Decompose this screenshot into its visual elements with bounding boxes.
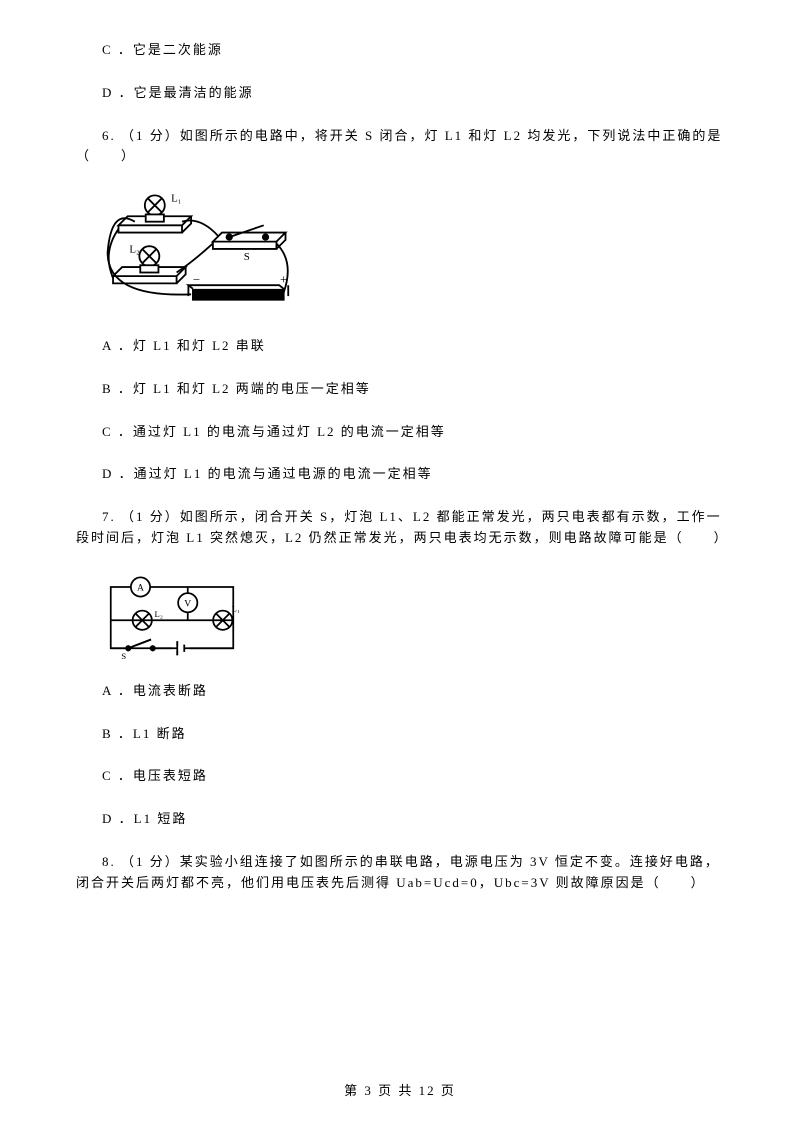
- label-l2: L₂: [129, 244, 140, 256]
- label-s-d2: S: [121, 651, 126, 659]
- svg-text:−: −: [193, 273, 200, 287]
- circuit-diagram-2: A V L₂ L₁ S: [102, 571, 242, 659]
- q5-option-d: D ．它是最清洁的能源: [76, 83, 724, 104]
- label-l1: L₁: [171, 193, 182, 205]
- q6-option-b: B ．灯 L1 和灯 L2 两端的电压一定相等: [76, 379, 724, 400]
- circuit-diagram-1: L₁ L₂ S − +: [102, 189, 302, 314]
- q6-option-a: A ．灯 L1 和灯 L2 串联: [76, 336, 724, 357]
- q7-option-d: D ．L1 短路: [76, 809, 724, 830]
- page-container: C ．它是二次能源 D ．它是最清洁的能源 6. （1 分）如图所示的电路中，将…: [0, 0, 800, 1132]
- question-6: 6. （1 分）如图所示的电路中，将开关 S 闭合，灯 L1 和灯 L2 均发光…: [76, 126, 724, 168]
- question-7: 7. （1 分）如图所示，闭合开关 S，灯泡 L1、L2 都能正常发光，两只电表…: [76, 507, 724, 549]
- q6-option-d: D ．通过灯 L1 的电流与通过电源的电流一定相等: [76, 464, 724, 485]
- q7-option-b: B ．L1 断路: [76, 724, 724, 745]
- label-l2-d2: L₂: [155, 609, 163, 619]
- label-ammeter: A: [137, 582, 144, 593]
- question-8: 8. （1 分）某实验小组连接了如图所示的串联电路，电源电压为 3V 恒定不变。…: [76, 852, 724, 894]
- q7-option-a: A ．电流表断路: [76, 681, 724, 702]
- q7-option-c: C ．电压表短路: [76, 766, 724, 787]
- label-s: S: [244, 251, 250, 263]
- label-voltmeter: V: [184, 598, 191, 609]
- svg-text:+: +: [280, 273, 287, 287]
- q6-option-c: C ．通过灯 L1 的电流与通过灯 L2 的电流一定相等: [76, 422, 724, 443]
- label-l1-d2: L₁: [232, 603, 240, 613]
- page-footer: 第 3 页 共 12 页: [0, 1081, 800, 1102]
- q5-option-c: C ．它是二次能源: [76, 40, 724, 61]
